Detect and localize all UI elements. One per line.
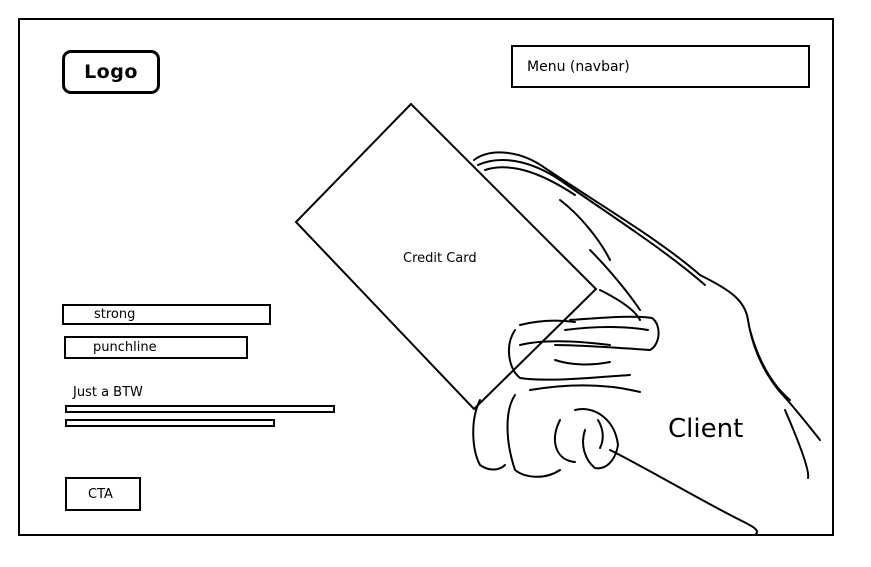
text-placeholder-line — [65, 405, 335, 413]
text-placeholder-line — [65, 419, 275, 427]
client-label: Client — [668, 414, 744, 444]
page-frame — [18, 18, 834, 536]
logo[interactable]: Logo — [62, 50, 160, 94]
hand-icon — [472, 151, 821, 535]
cta-button[interactable]: CTA — [65, 477, 141, 511]
credit-card-icon — [294, 102, 598, 411]
headline-strong: strong — [62, 304, 271, 325]
subheadline-punchline: punchline — [64, 336, 248, 359]
note-text: Just a BTW — [73, 385, 143, 400]
credit-card-label: Credit Card — [403, 251, 477, 266]
navbar-menu[interactable]: Menu (navbar) — [511, 45, 810, 88]
